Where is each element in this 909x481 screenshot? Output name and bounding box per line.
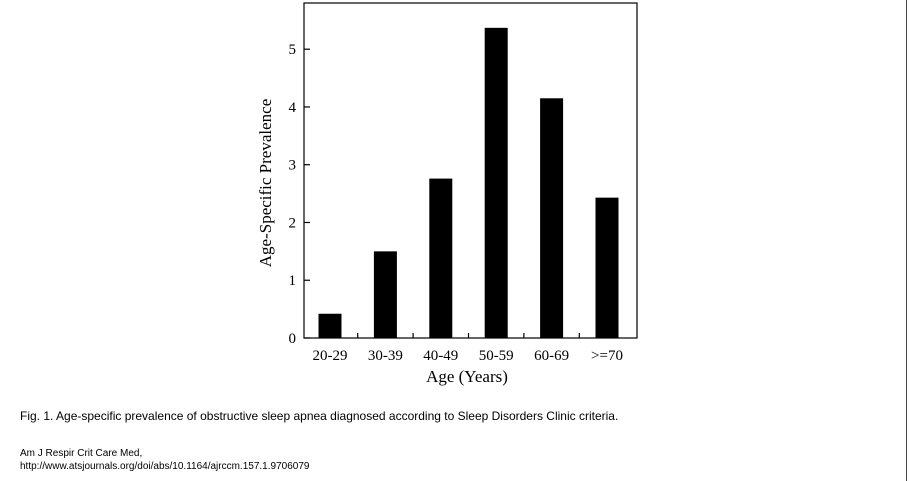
bar-30-39: [373, 251, 397, 338]
citation-journal: Am J Respir Crit Care Med,: [20, 448, 143, 459]
y-tick-label: 4: [289, 100, 297, 116]
y-tick-label: 0: [289, 331, 297, 347]
frame-border: [906, 0, 907, 481]
x-tick-label: 40-49: [423, 348, 458, 364]
x-tick-label: 50-59: [479, 348, 514, 364]
y-tick-label: 5: [289, 42, 297, 58]
bar-chart: 0 1 2 3 4 5 20-29 30-39 40-49 50-59 60-69 >=70 Age…: [256, 2, 638, 386]
x-axis: 20-29 30-39 40-49 50-59 60-69 >=70: [313, 333, 623, 364]
bar-60-69: [540, 98, 564, 338]
x-axis-label: Age (Years): [426, 367, 508, 386]
citation-url[interactable]: http://www.atsjournals.org/doi/abs/10.11…: [20, 461, 310, 472]
y-tick-label: 1: [289, 273, 297, 289]
y-axis-label: Age-Specific Prevalence: [256, 99, 275, 268]
bar-40-49: [429, 178, 453, 338]
y-tick-label: 2: [289, 215, 297, 231]
citation: Am J Respir Crit Care Med, http://www.at…: [20, 447, 309, 473]
bar-20-29: [318, 313, 342, 338]
y-tick-label: 3: [289, 158, 297, 174]
bar->=70: [595, 197, 619, 338]
figure-caption: Fig. 1. Age-specific prevalence of obstr…: [20, 409, 619, 423]
bar-50-59: [484, 27, 508, 338]
x-tick-label: 20-29: [313, 348, 348, 364]
y-axis: 0 1 2 3 4 5: [289, 42, 310, 347]
x-tick-label: 60-69: [534, 348, 569, 364]
plot-frame: [303, 2, 638, 339]
bars: [318, 27, 619, 338]
x-tick-label: >=70: [591, 348, 623, 364]
x-tick-label: 30-39: [368, 348, 403, 364]
